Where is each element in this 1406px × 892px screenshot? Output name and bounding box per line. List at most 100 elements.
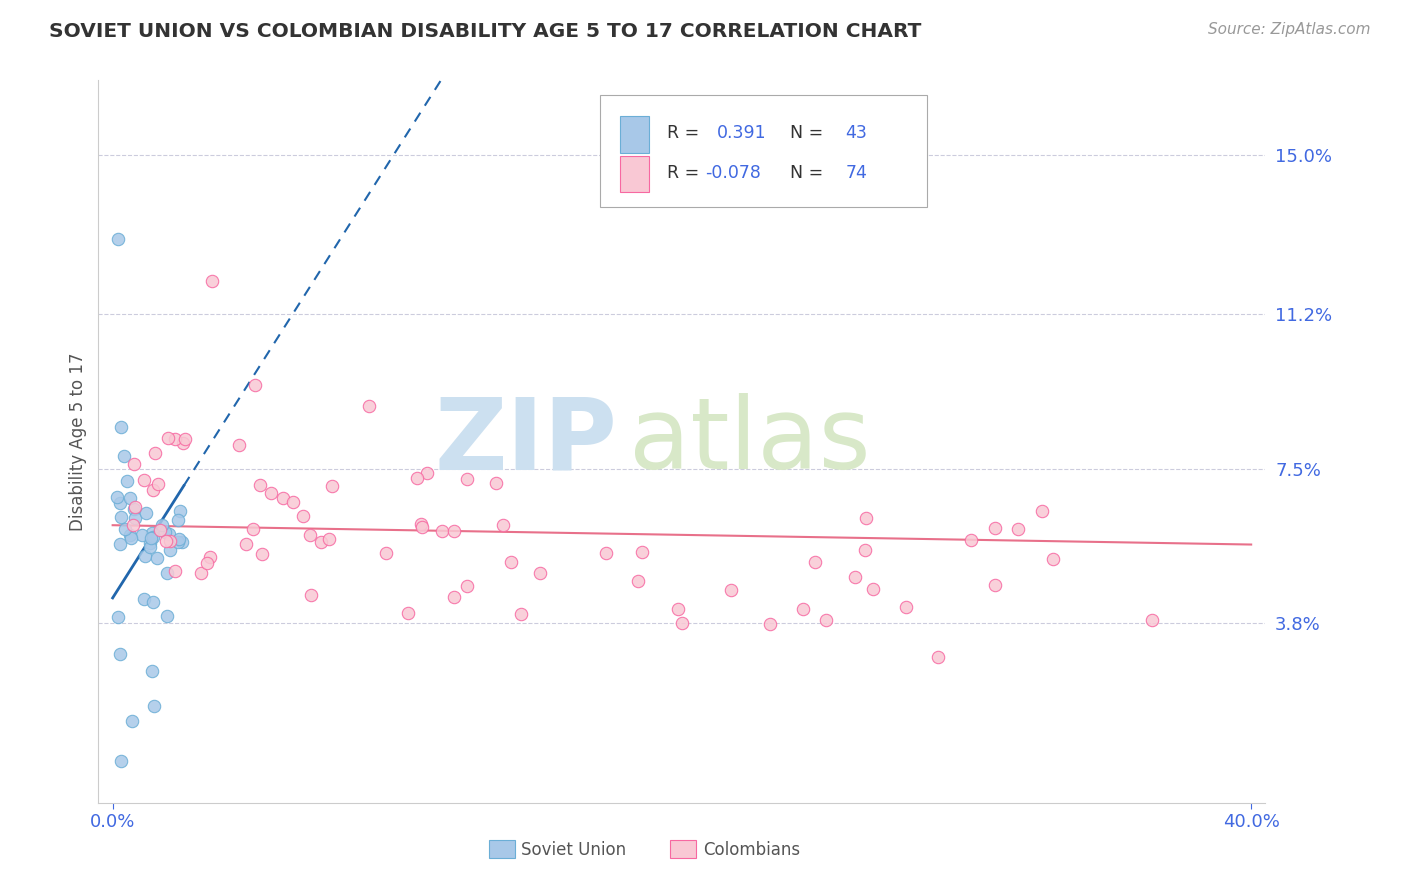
Text: 43: 43 bbox=[845, 124, 868, 142]
Point bbox=[201, 274, 224, 288]
Point bbox=[499, 555, 522, 569]
Point bbox=[855, 511, 877, 525]
Point bbox=[105, 491, 128, 505]
Point bbox=[1140, 613, 1163, 627]
Point bbox=[163, 565, 186, 579]
Point bbox=[844, 570, 866, 584]
Point bbox=[862, 582, 884, 597]
Point bbox=[120, 531, 142, 545]
Point bbox=[271, 491, 294, 505]
Point bbox=[235, 536, 257, 550]
Point bbox=[131, 528, 153, 542]
Text: N =: N = bbox=[790, 164, 830, 182]
Bar bbox=[620, 116, 650, 153]
Point bbox=[134, 473, 156, 487]
Text: 74: 74 bbox=[845, 164, 868, 182]
Point bbox=[720, 582, 742, 597]
Point bbox=[405, 471, 427, 485]
Point bbox=[374, 546, 396, 560]
Point bbox=[357, 399, 380, 413]
Point bbox=[443, 524, 465, 539]
FancyBboxPatch shape bbox=[600, 95, 927, 207]
Point bbox=[411, 516, 433, 531]
Point bbox=[1007, 522, 1029, 536]
Point bbox=[159, 543, 181, 558]
Point bbox=[195, 556, 218, 570]
Point bbox=[1031, 504, 1053, 518]
Text: Source: ZipAtlas.com: Source: ZipAtlas.com bbox=[1208, 22, 1371, 37]
Point bbox=[148, 477, 170, 491]
Point bbox=[630, 545, 652, 559]
Point bbox=[443, 590, 465, 604]
Point bbox=[124, 511, 146, 525]
Point bbox=[896, 600, 918, 615]
Point bbox=[671, 616, 693, 631]
Point bbox=[163, 432, 186, 446]
Point bbox=[110, 510, 132, 524]
Point bbox=[814, 613, 837, 627]
Y-axis label: Disability Age 5 to 17: Disability Age 5 to 17 bbox=[69, 352, 87, 531]
Point bbox=[145, 551, 167, 566]
Point bbox=[259, 486, 281, 500]
Point bbox=[291, 508, 314, 523]
Point bbox=[432, 524, 454, 538]
Point bbox=[115, 474, 138, 488]
Point bbox=[150, 518, 173, 533]
Point bbox=[138, 535, 160, 549]
Point bbox=[153, 525, 176, 540]
Bar bbox=[620, 156, 650, 193]
Point bbox=[984, 578, 1007, 592]
Point bbox=[118, 491, 141, 505]
Point bbox=[110, 496, 132, 510]
Text: R =: R = bbox=[666, 124, 704, 142]
Text: atlas: atlas bbox=[630, 393, 872, 490]
Point bbox=[804, 555, 827, 569]
Point bbox=[456, 578, 478, 592]
Point bbox=[122, 458, 145, 472]
Text: -0.078: -0.078 bbox=[706, 164, 761, 182]
Point bbox=[107, 610, 129, 624]
Point bbox=[984, 521, 1007, 535]
Point bbox=[228, 438, 250, 452]
Point bbox=[529, 566, 551, 580]
Point bbox=[142, 483, 165, 497]
Point bbox=[927, 649, 949, 664]
Point bbox=[853, 543, 876, 558]
Point bbox=[174, 432, 197, 446]
Text: N =: N = bbox=[790, 124, 830, 142]
Point bbox=[396, 606, 419, 620]
Point bbox=[156, 566, 179, 580]
Point bbox=[172, 436, 194, 450]
Point bbox=[198, 550, 221, 565]
Point bbox=[121, 714, 143, 728]
Point bbox=[1042, 552, 1064, 566]
Point bbox=[759, 616, 782, 631]
Point bbox=[134, 549, 156, 563]
Point bbox=[142, 698, 165, 713]
Bar bbox=[671, 840, 696, 858]
Point bbox=[157, 527, 180, 541]
Point bbox=[124, 500, 146, 514]
Point bbox=[166, 513, 188, 527]
Point bbox=[141, 526, 163, 541]
Point bbox=[138, 540, 160, 554]
Point bbox=[411, 520, 433, 534]
Point bbox=[108, 536, 131, 550]
Point bbox=[252, 548, 274, 562]
Point bbox=[114, 523, 136, 537]
Point bbox=[249, 478, 271, 492]
Point bbox=[283, 494, 305, 508]
Point bbox=[107, 232, 129, 246]
Point bbox=[792, 602, 814, 616]
Point bbox=[132, 592, 155, 607]
Point bbox=[122, 502, 145, 516]
Point bbox=[959, 533, 981, 548]
Text: R =: R = bbox=[666, 164, 704, 182]
Point bbox=[299, 587, 322, 601]
Point bbox=[318, 533, 340, 547]
Point bbox=[666, 601, 689, 615]
Point bbox=[627, 574, 650, 589]
Point bbox=[492, 517, 515, 532]
Point bbox=[416, 466, 439, 480]
Point bbox=[157, 432, 180, 446]
